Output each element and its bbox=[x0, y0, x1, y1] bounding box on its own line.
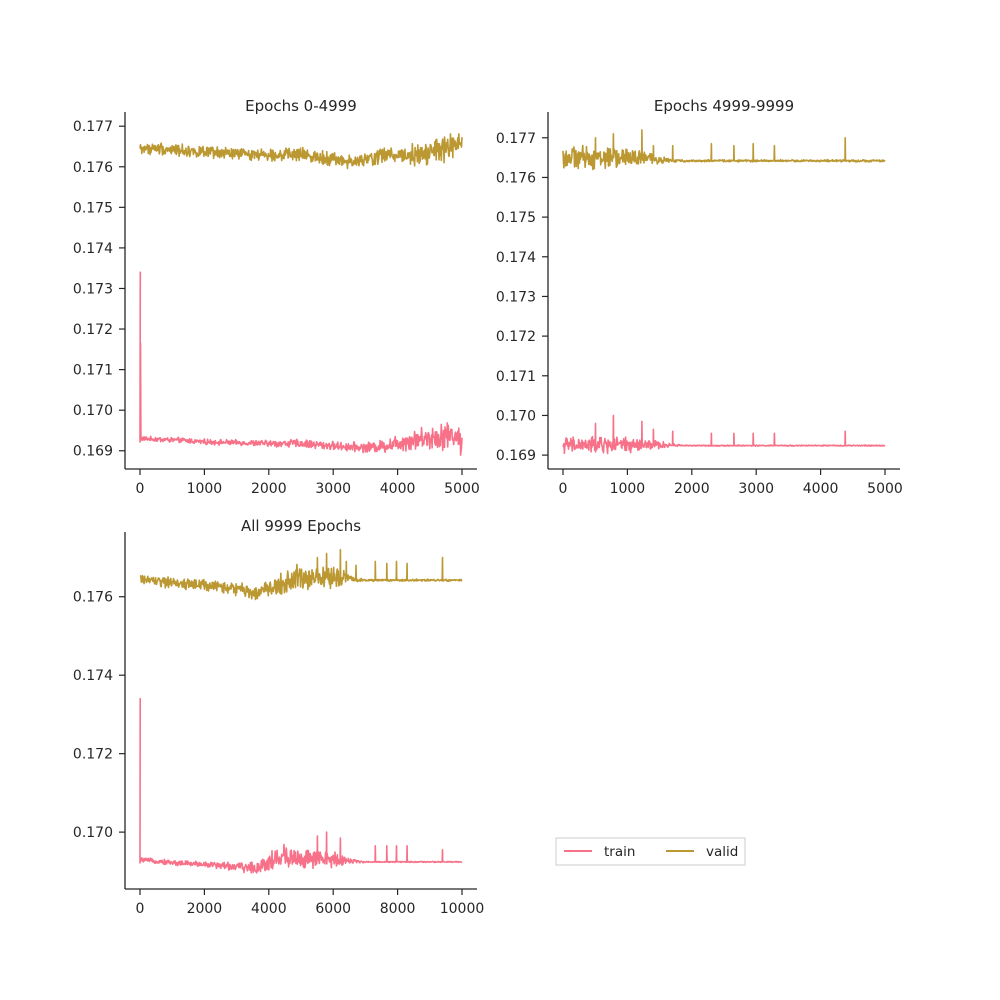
x-tick-label: 5000 bbox=[444, 481, 480, 497]
y-tick-label: 0.176 bbox=[73, 160, 113, 176]
y-tick-label: 0.175 bbox=[496, 210, 536, 226]
x-tick-label: 0 bbox=[136, 481, 145, 497]
x-tick-label: 2000 bbox=[674, 481, 710, 497]
axes: 0 1000 2000 3000 4000 5000 0.169 0.170 0.171 0.17… bbox=[496, 112, 903, 497]
x-tick-label: 3000 bbox=[315, 481, 351, 497]
y-tick-label: 0.170 bbox=[73, 825, 113, 841]
x-tick-label: 8000 bbox=[380, 901, 416, 917]
axes: 0 2000 4000 6000 8000 10000 0.170 0.172 0.174 0.1… bbox=[73, 532, 484, 917]
x-tick-label: 2000 bbox=[251, 481, 287, 497]
x-tick-label: 0 bbox=[559, 481, 568, 497]
y-tick-label: 0.177 bbox=[73, 119, 113, 135]
series-line-train bbox=[139, 271, 463, 456]
series-line-valid bbox=[562, 129, 886, 171]
x-tick-label: 4000 bbox=[803, 481, 839, 497]
x-tick-label: 3000 bbox=[738, 481, 774, 497]
chart-epochs-4999-9999: Epochs 4999-9999 0 1000 2000 3000 4000 5000 0.… bbox=[496, 97, 903, 497]
y-tick-label: 0.172 bbox=[73, 747, 113, 763]
x-tick-label: 1000 bbox=[610, 481, 646, 497]
x-tick-label: 5000 bbox=[867, 481, 903, 497]
y-tick-label: 0.169 bbox=[73, 444, 113, 460]
axes: 0 1000 2000 3000 4000 5000 0.169 0.170 0.171 0.17… bbox=[73, 112, 480, 497]
y-tick-label: 0.172 bbox=[73, 322, 113, 338]
y-tick-label: 0.177 bbox=[496, 131, 536, 147]
legend-label-valid: valid bbox=[706, 844, 738, 860]
y-tick-label: 0.174 bbox=[73, 241, 113, 257]
x-tick-label: 6000 bbox=[315, 901, 351, 917]
series-line-valid bbox=[139, 548, 463, 601]
chart-epochs-0-4999: Epochs 0-4999 0 1000 2000 3000 4000 5000 0.169… bbox=[73, 97, 480, 497]
y-tick-label: 0.173 bbox=[73, 281, 113, 297]
y-tick-label: 0.170 bbox=[73, 403, 113, 419]
chart-all-9999-epochs: All 9999 Epochs 0 2000 4000 6000 8000 10000 0.… bbox=[73, 517, 484, 917]
x-tick-label: 0 bbox=[136, 901, 145, 917]
y-tick-label: 0.176 bbox=[73, 590, 113, 606]
y-tick-label: 0.175 bbox=[73, 200, 113, 216]
y-tick-label: 0.173 bbox=[496, 289, 536, 305]
y-tick-label: 0.171 bbox=[73, 363, 113, 379]
chart-title: Epochs 0-4999 bbox=[245, 97, 357, 115]
x-tick-label: 10000 bbox=[440, 901, 485, 917]
series-line-valid bbox=[139, 133, 463, 170]
y-tick-label: 0.174 bbox=[496, 250, 536, 266]
y-tick-label: 0.170 bbox=[496, 408, 536, 424]
x-tick-label: 2000 bbox=[187, 901, 223, 917]
y-tick-label: 0.172 bbox=[496, 329, 536, 345]
x-tick-label: 4000 bbox=[380, 481, 416, 497]
chart-title: Epochs 4999-9999 bbox=[654, 97, 794, 115]
y-tick-label: 0.174 bbox=[73, 668, 113, 684]
legend: train valid bbox=[555, 837, 746, 866]
legend-label-train: train bbox=[604, 844, 635, 860]
plot-series bbox=[139, 133, 463, 456]
series-line-train bbox=[139, 697, 463, 874]
series-line-train bbox=[562, 414, 886, 455]
y-tick-label: 0.169 bbox=[496, 448, 536, 464]
x-tick-label: 4000 bbox=[251, 901, 287, 917]
plot-series bbox=[562, 129, 886, 455]
y-tick-label: 0.176 bbox=[496, 170, 536, 186]
plot-series bbox=[139, 548, 463, 874]
chart-title: All 9999 Epochs bbox=[241, 517, 361, 535]
y-tick-label: 0.171 bbox=[496, 369, 536, 385]
x-tick-label: 1000 bbox=[187, 481, 223, 497]
